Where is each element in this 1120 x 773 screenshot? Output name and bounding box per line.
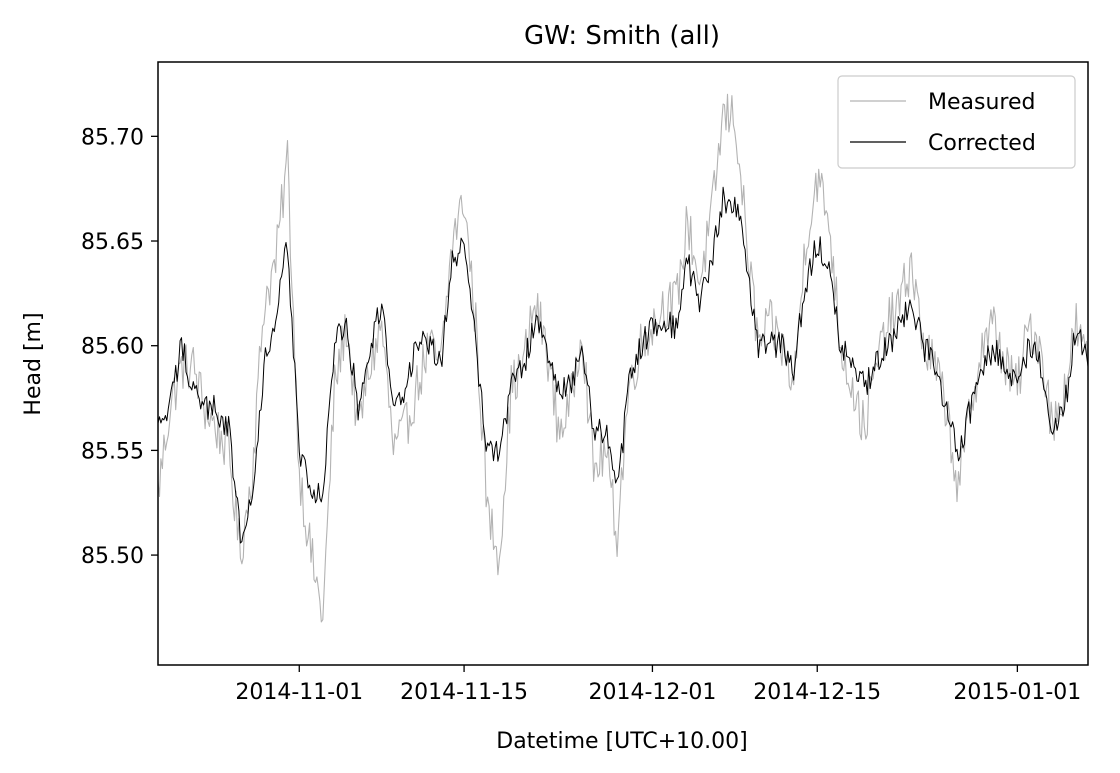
- y-tick-label: 85.50: [81, 544, 144, 569]
- legend-label-measured: Measured: [928, 90, 1035, 115]
- x-tick-label: 2015-01-01: [953, 680, 1081, 705]
- chart-title: GW: Smith (all): [524, 21, 720, 51]
- x-tick-label: 2014-12-15: [753, 680, 881, 705]
- y-tick-label: 85.70: [81, 125, 144, 150]
- series-line-corrected: [157, 186, 1089, 544]
- y-axis-label: Head [m]: [21, 312, 46, 415]
- x-tick-label: 2014-11-15: [400, 680, 528, 705]
- x-axis: 2014-11-01 2014-11-15 2014-12-01 2014-12-15…: [235, 665, 1081, 705]
- legend: Measured Corrected: [837, 75, 1076, 169]
- x-tick-label: 2014-11-01: [235, 680, 363, 705]
- y-tick-label: 85.60: [81, 335, 144, 360]
- legend-box: [837, 75, 1076, 169]
- plot-frame: [157, 61, 1089, 666]
- y-tick-label: 85.55: [81, 439, 144, 464]
- x-tick-label: 2014-12-01: [589, 680, 717, 705]
- y-axis: 85.50 85.55 85.60 85.65 85.70: [81, 125, 158, 569]
- y-tick-label: 85.65: [81, 230, 144, 255]
- x-axis-label: Datetime [UTC+10.00]: [496, 729, 747, 754]
- legend-label-corrected: Corrected: [928, 131, 1036, 156]
- series-layer: [157, 93, 1089, 623]
